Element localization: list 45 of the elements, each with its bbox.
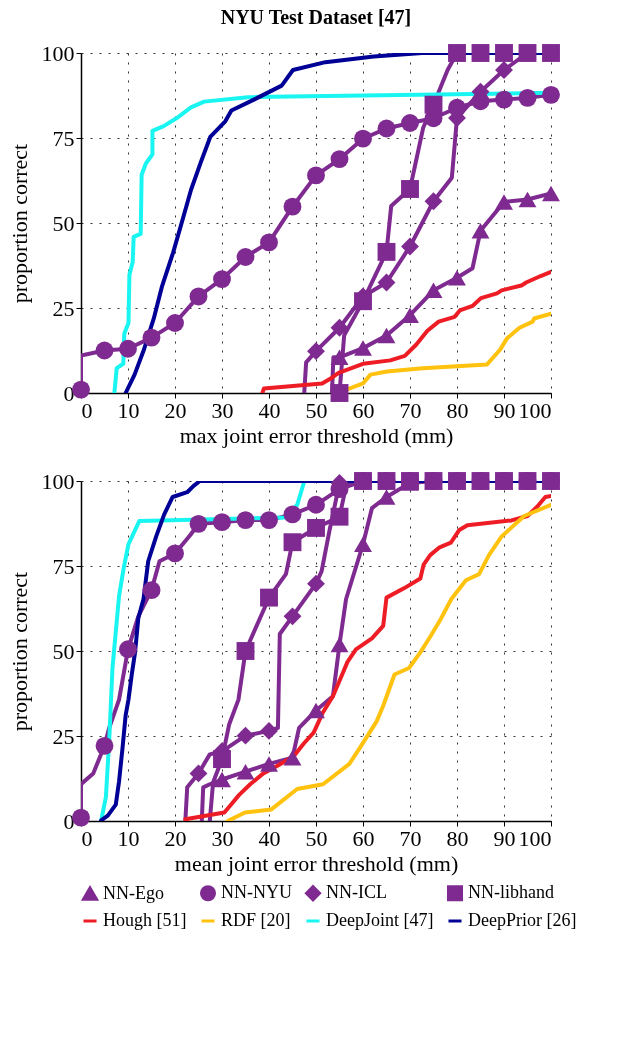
legend-label: DeepPrior [26] (468, 910, 577, 930)
x-tick-label: 30 (211, 825, 234, 851)
x-tick-label: 50 (305, 397, 328, 423)
chart-title: NYU Test Dataset [47] (220, 6, 412, 28)
y-tick-label: 50 (52, 638, 75, 664)
x-tick-label: 0 (81, 397, 93, 423)
y-tick-label: 25 (52, 723, 75, 749)
x-tick-label: 10 (117, 825, 140, 851)
x-tick-label: 80 (446, 825, 469, 851)
y-tick-label: 0 (63, 808, 75, 834)
x-tick-label: 20 (164, 397, 187, 423)
legend-label: NN-NYU (221, 882, 292, 903)
x-tick-label: 60 (352, 825, 375, 851)
legend-label: NN-Ego (103, 882, 164, 903)
x-tick-label: 70 (399, 397, 422, 423)
legend-label: NN-ICL (326, 882, 387, 903)
x-tick-label: 60 (352, 397, 375, 423)
legend-label: NN-libhand (468, 882, 554, 903)
y-tick-label: 100 (41, 40, 75, 66)
y-tick-label: 0 (63, 380, 75, 406)
legend-label: DeepJoint [47] (326, 910, 434, 930)
x-tick-label: 30 (211, 397, 234, 423)
y-tick-label: 50 (52, 210, 75, 236)
x-tick-label: 40 (258, 397, 281, 423)
x-tick-label: 70 (399, 825, 422, 851)
x-tick-label: 10 (117, 397, 140, 423)
y-axis-title: proportion correct (6, 143, 32, 304)
y-tick-label: 100 (41, 468, 75, 494)
x-tick-label: 20 (164, 825, 187, 851)
x-tick-label: 100 (518, 825, 552, 851)
x-tick-label: 90 (493, 825, 516, 851)
x-tick-label: 50 (305, 825, 328, 851)
legend-label: RDF [20] (221, 910, 291, 930)
x-tick-label: 90 (493, 397, 516, 423)
x-tick-label: 80 (446, 397, 469, 423)
x-tick-label: 0 (81, 825, 93, 851)
y-tick-label: 75 (52, 125, 75, 151)
x-tick-label: 100 (518, 397, 552, 423)
y-tick-label: 75 (52, 553, 75, 579)
y-axis-title: proportion correct (6, 571, 32, 732)
x-axis-title: max joint error threshold (mm) (179, 422, 454, 448)
y-tick-label: 25 (52, 295, 75, 321)
x-tick-label: 40 (258, 825, 281, 851)
x-axis-title: mean joint error threshold (mm) (174, 850, 459, 876)
legend-label: Hough [51] (103, 910, 187, 930)
